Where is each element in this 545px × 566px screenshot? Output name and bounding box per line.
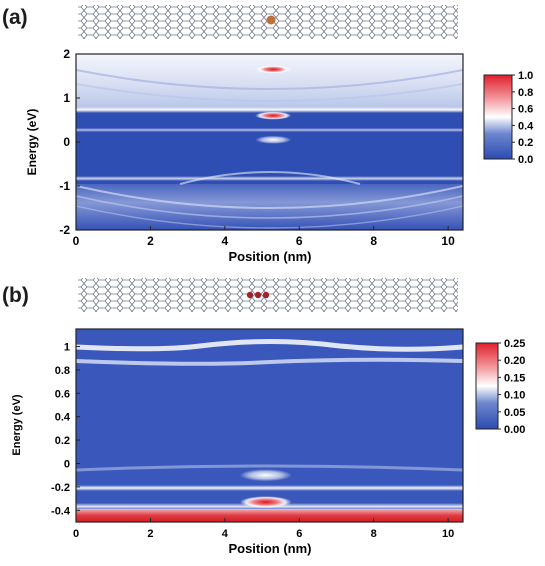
x-tick-label: 8 (370, 234, 377, 248)
y-axis-label-a: Energy (eV) (25, 109, 39, 176)
adatom-a (266, 15, 276, 25)
colorbar-tick-label: 0.25 (504, 338, 525, 350)
localized-state-mark (255, 111, 292, 120)
colorbar-tick-label: 0.05 (504, 407, 525, 419)
localized-state-mark (255, 135, 292, 144)
y-tick-label: 0 (63, 135, 70, 149)
x-tick-label: 0 (73, 234, 80, 248)
colorbar-b (475, 342, 499, 430)
plot-frame-b (75, 328, 464, 523)
y-tick-label: 0 (64, 459, 70, 471)
y-tick-label: 0.8 (55, 365, 70, 377)
y-tick-label: 2 (63, 47, 70, 61)
localized-state-mark (255, 65, 292, 74)
colorbar-a (483, 74, 513, 160)
molecule-b (246, 291, 270, 299)
y-axis-label-b: Energy (eV) (11, 394, 23, 455)
localized-state-mark (239, 496, 292, 509)
colorbar-tick-label: 0.8 (518, 87, 533, 99)
x-tick-label: 8 (371, 528, 377, 540)
colorbar-tick-label: 0.00 (504, 424, 525, 436)
heatmap-b (76, 329, 463, 522)
localized-state-mark (239, 469, 292, 482)
colorbar-tick-label: 0.0 (518, 154, 533, 166)
colorbar-tick-label: 0.20 (504, 355, 525, 367)
panel-b-label: (b) (2, 284, 29, 307)
y-tick-label: -1 (59, 179, 70, 193)
colorbar-tick-label: 0.15 (504, 372, 525, 384)
x-tick-label: 10 (442, 528, 454, 540)
y-tick-label: -2 (59, 223, 70, 237)
colorbar-tick-label: 0.10 (504, 390, 525, 402)
y-tick-label: 1 (63, 91, 70, 105)
y-tick-label: 0.6 (55, 388, 70, 400)
heatmap-a (76, 54, 463, 230)
y-tick-label: 0.2 (55, 435, 70, 447)
x-tick-label: 10 (441, 234, 455, 248)
x-tick-label: 2 (147, 234, 154, 248)
x-tick-label: 6 (296, 528, 302, 540)
colorbar-tick-label: 0.2 (518, 137, 533, 149)
panel-a-label: (a) (2, 6, 28, 29)
colorbar-tick-label: 0.6 (518, 104, 533, 116)
y-tick-label: 1 (64, 342, 70, 354)
x-axis-label-b: Position (nm) (228, 541, 311, 556)
colorbar-tick-label: 1.0 (518, 70, 533, 82)
x-axis-label-a: Position (nm) (228, 249, 311, 264)
x-tick-label: 4 (222, 528, 229, 540)
colorbar-tick-label: 0.4 (518, 120, 534, 132)
x-tick-label: 6 (296, 234, 303, 248)
y-tick-label: -0.4 (51, 505, 71, 517)
y-tick-label: 0.4 (55, 412, 71, 424)
y-tick-label: -0.2 (51, 482, 70, 494)
x-tick-label: 2 (147, 528, 153, 540)
x-tick-label: 4 (222, 234, 229, 248)
x-tick-label: 0 (73, 528, 79, 540)
